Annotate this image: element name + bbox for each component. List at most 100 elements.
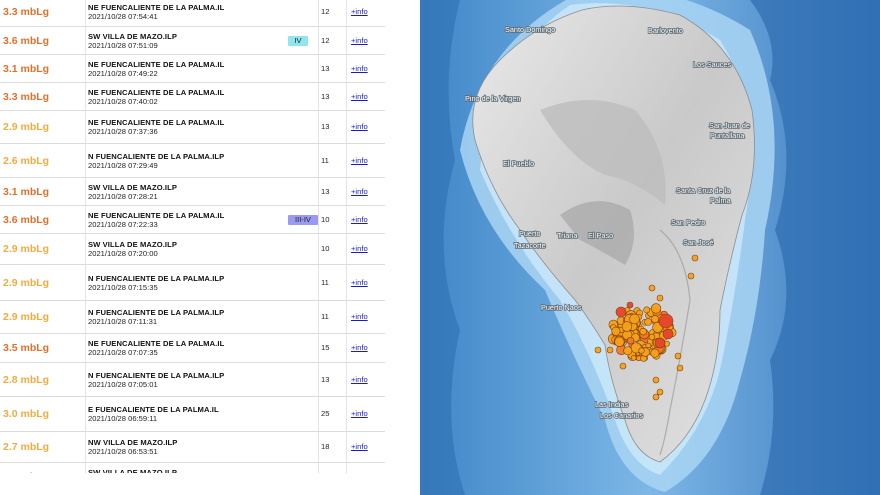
earthquake-marker[interactable] [662,328,674,340]
table-row[interactable]: 3.6 mbLg SW VILLA DE MAZO.ILP 2021/10/28 0… [0,27,385,55]
column-divider [318,301,319,333]
column-divider [346,301,347,333]
info-link[interactable]: +info [351,277,368,287]
earthquake-marker[interactable] [658,313,674,329]
earthquake-marker[interactable] [611,326,621,336]
earthquake-marker[interactable] [651,303,662,314]
table-row[interactable]: 3.3 mbLg NE FUENCALIENTE DE LA PALMA.IL 20… [0,83,385,111]
info-link[interactable]: +info [351,343,368,352]
earthquake-marker[interactable] [606,346,614,354]
earthquake-marker[interactable] [630,355,637,361]
depth-label: 13 [321,91,330,101]
earthquake-marker[interactable] [654,337,666,349]
place-label: El Pueblo [503,159,534,168]
table-row[interactable]: 2.9 mbLg N FUENCALIENTE DE LA PALMA.ILP 20… [0,301,385,334]
earthquake-marker[interactable] [691,254,699,262]
info-link[interactable]: +info [351,91,368,101]
cumbre-vieja-ridge [659,229,691,456]
earthquake-marker[interactable] [626,301,634,309]
earthquake-marker[interactable] [621,321,633,332]
earthquake-marker[interactable] [594,346,602,354]
table-row[interactable]: 2.7 mbLg NW VILLA DE MAZO.ILP 2021/10/28 0… [0,432,385,463]
magnitude-label: 2.7 mbLg [3,441,50,453]
place-label: Puerto Naos [541,303,582,312]
column-divider [346,234,347,264]
table-row[interactable]: 3.3 mbLg NE FUENCALIENTE DE LA PALMA.IL 20… [0,0,385,27]
earthquake-marker[interactable] [652,376,660,384]
place-label: Los Sauces [693,60,731,69]
info-link[interactable]: +info [351,155,368,165]
place-label: Puntallana [710,131,745,140]
info-link[interactable]: +info [351,7,368,16]
column-divider [85,334,86,362]
location-label: N FUENCALIENTE DE LA PALMA.ILP [88,308,225,317]
place-label: Palma [710,196,732,205]
info-link[interactable]: +info [351,472,368,474]
info-link[interactable]: +info [351,409,368,418]
info-link[interactable]: +info [351,122,368,131]
earthquake-marker[interactable] [615,306,627,318]
column-divider [346,206,347,233]
info-link[interactable]: +info [351,35,368,45]
depth-label: 11 [321,155,329,165]
column-divider [346,55,347,82]
column-divider [346,334,347,362]
depth-label: 13 [321,374,330,384]
earthquake-marker[interactable] [651,315,660,324]
seismic-map[interactable]: Santo Domingo Barlovento Los Sauces Pino… [420,0,880,495]
column-divider [318,83,319,110]
earthquake-marker[interactable] [639,327,647,336]
earthquake-table: 3.3 mbLg NE FUENCALIENTE DE LA PALMA.IL 20… [0,0,385,473]
info-link[interactable]: +info [351,186,368,196]
table-row[interactable]: 2.9 mbLg NE FUENCALIENTE DE LA PALMA.IL 20… [0,111,385,144]
column-divider [346,265,347,300]
table-row[interactable]: 2.9 mbLg SW VILLA DE MAZO.ILP 2021/10/28 0… [0,234,385,265]
earthquake-marker[interactable] [643,306,651,314]
earthquake-marker[interactable] [674,352,682,360]
location-label: NE FUENCALIENTE DE LA PALMA.IL [88,3,225,12]
earthquake-marker[interactable] [648,284,656,292]
table-row[interactable]: 3.5 mbLg NE FUENCALIENTE DE LA PALMA.IL 20… [0,334,385,363]
magnitude-label: 2.9 mbLg [3,276,50,289]
table-row[interactable]: 2.9 mbLg N FUENCALIENTE DE LA PALMA.ILP 20… [0,265,385,301]
magnitude-label: 3.1 mbLg [3,62,50,75]
earthquake-marker[interactable] [687,272,695,280]
column-divider [318,234,319,264]
magnitude-label: 2.6 mbLg [3,154,50,167]
earthquake-marker[interactable] [619,362,627,370]
earthquake-marker[interactable] [623,346,633,356]
earthquake-marker[interactable] [650,348,660,358]
table-row[interactable]: 3.1 mbLg NE FUENCALIENTE DE LA PALMA.IL 20… [0,55,385,83]
table-row[interactable]: 2.6 mbLg N FUENCALIENTE DE LA PALMA.ILP 20… [0,144,385,178]
earthquake-marker[interactable] [644,318,652,326]
info-link[interactable]: +info [351,442,368,451]
earthquake-marker[interactable] [652,393,660,401]
datetime-label: 2021/10/28 07:07:35 [88,348,158,357]
table-row[interactable]: 3.6 mbLg NE FUENCALIENTE DE LA PALMA.IL 20… [0,206,385,234]
earthquake-marker[interactable] [614,336,625,347]
earthquake-marker[interactable] [638,347,645,354]
info-link[interactable]: +info [351,244,368,253]
info-link[interactable]: +info [351,374,368,384]
earthquake-marker[interactable] [629,313,640,325]
magnitude-label: 2.9 mbLg [3,243,50,255]
place-label: Barlovento [648,26,683,35]
earthquake-marker[interactable] [626,337,635,345]
table-row[interactable]: 3.0 mbLg E FUENCALIENTE DE LA PALMA.IL 202… [0,397,385,432]
info-link[interactable]: +info [351,312,368,321]
datetime-label: 2021/10/28 07:11:31 [88,317,158,326]
earthquake-marker[interactable] [656,388,664,396]
datetime-label: 2021/10/28 07:51:09 [88,40,158,50]
earthquake-marker[interactable] [656,294,664,302]
magnitude-label: 3.0 mbLg [3,408,50,420]
place-label: Triana [557,231,578,240]
info-link[interactable]: +info [351,63,368,73]
table-row[interactable]: 2.8 mbLg N FUENCALIENTE DE LA PALMA.ILP 20… [0,363,385,397]
earthquake-marker[interactable] [676,364,684,372]
info-link[interactable]: +info [351,214,368,224]
column-divider [85,83,86,110]
intensity-badge: III-IV [288,214,318,225]
earthquake-marker[interactable] [648,333,656,341]
